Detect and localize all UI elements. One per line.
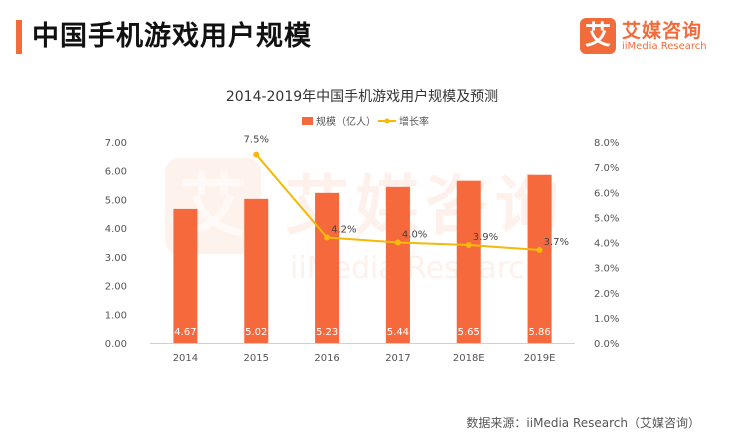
y-left-tick-label: 3.00 <box>105 253 127 264</box>
bar <box>173 208 198 343</box>
y-right-tick-label: 7.0% <box>594 163 619 174</box>
growth-rate-label: 7.5% <box>244 135 269 146</box>
brand-logo: 艾 艾媒咨询 iiMedia Research <box>580 14 720 60</box>
y-right-tick-label: 0.0% <box>594 339 619 350</box>
bar-value-label: 4.67 <box>174 327 196 338</box>
growth-rate-point <box>324 234 331 241</box>
y-right-tick-label: 2.0% <box>594 289 619 300</box>
bar-value-label: 5.86 <box>528 327 550 338</box>
y-left-tick-label: 5.00 <box>105 195 127 206</box>
bar-value-label: 5.23 <box>316 327 338 338</box>
y-right-tick-label: 1.0% <box>594 314 619 325</box>
chart-title: 2014-2019年中国手机游戏用户规模及预测 <box>226 88 498 105</box>
growth-rate-label: 3.9% <box>473 232 498 243</box>
growth-rate-point <box>253 151 260 158</box>
x-tick-label: 2016 <box>314 353 339 364</box>
y-right-tick-label: 4.0% <box>594 239 619 250</box>
growth-rate-point <box>465 242 472 249</box>
y-left-tick-label: 4.00 <box>105 224 127 235</box>
growth-rate-point <box>536 247 543 254</box>
y-right-tick-label: 6.0% <box>594 188 619 199</box>
y-left-tick-label: 0.00 <box>105 339 127 350</box>
growth-rate-point <box>394 239 401 246</box>
y-right-tick-label: 5.0% <box>594 213 619 224</box>
brand-subtitle: iiMedia Research <box>622 41 707 52</box>
growth-rate-label: 3.7% <box>544 237 569 248</box>
legend-swatch-dot <box>384 118 390 124</box>
growth-rate-label: 4.0% <box>402 230 427 241</box>
bar-value-label: 5.65 <box>458 327 480 338</box>
bar-value-label: 5.44 <box>387 327 409 338</box>
x-tick-label: 2015 <box>244 353 269 364</box>
y-left-tick-label: 7.00 <box>105 138 127 149</box>
bar <box>527 174 552 343</box>
x-tick-label: 2019E <box>524 353 556 364</box>
y-right-tick-label: 3.0% <box>594 264 619 275</box>
legend-label-bar: 规模（亿人） <box>316 115 376 128</box>
brand-mark-icon: 艾 <box>580 18 616 54</box>
legend-swatch-bar <box>302 117 313 125</box>
x-tick-label: 2018E <box>453 353 485 364</box>
bar <box>456 180 481 343</box>
title-accent-bar <box>16 20 22 54</box>
y-right-tick-label: 8.0% <box>594 138 619 149</box>
y-left-tick-label: 1.00 <box>105 310 127 321</box>
brand-name: 艾媒咨询 <box>622 20 703 42</box>
bar <box>244 198 269 343</box>
data-source: 数据来源：iiMedia Research（艾媒咨询） <box>466 416 700 430</box>
y-left-tick-label: 6.00 <box>105 167 127 178</box>
bar <box>315 192 340 343</box>
legend-label-line: 增长率 <box>399 115 429 128</box>
x-tick-label: 2017 <box>385 353 410 364</box>
page-title: 中国手机游戏用户规模 <box>32 21 312 52</box>
bar-value-label: 5.02 <box>245 327 267 338</box>
growth-rate-label: 4.2% <box>331 224 356 235</box>
y-left-tick-label: 2.00 <box>105 282 127 293</box>
bar <box>385 186 410 343</box>
x-tick-label: 2014 <box>173 353 198 364</box>
